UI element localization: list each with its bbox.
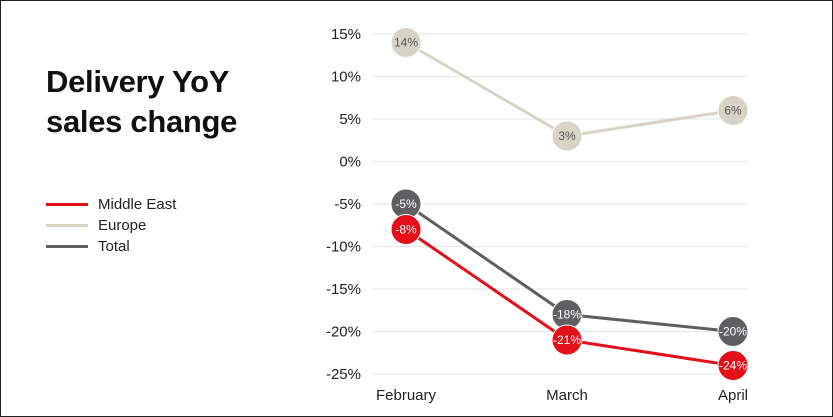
data-point-europe bbox=[717, 95, 749, 126]
data-label-europe: 6% bbox=[724, 104, 742, 118]
data-label-total: -5% bbox=[395, 197, 417, 211]
legend-item-europe: Europe bbox=[46, 215, 176, 236]
data-point-europe bbox=[390, 27, 422, 58]
y-tick-label: -20% bbox=[326, 324, 361, 341]
x-tick-label: February bbox=[376, 387, 437, 404]
x-tick-label: March bbox=[546, 387, 588, 404]
data-point-middle-east bbox=[717, 350, 749, 381]
chart-legend: Middle East Europe Total bbox=[46, 194, 176, 257]
y-tick-label: 0% bbox=[339, 154, 361, 171]
data-label-middle-east: -8% bbox=[395, 223, 417, 237]
legend-label-middle-east: Middle East bbox=[98, 196, 177, 213]
data-point-middle-east bbox=[551, 324, 583, 356]
y-tick-label: -15% bbox=[326, 281, 361, 298]
data-label-europe: 3% bbox=[558, 129, 576, 143]
data-point-europe bbox=[551, 120, 583, 152]
data-label-middle-east: -24% bbox=[719, 359, 747, 373]
y-tick-label: -5% bbox=[334, 196, 361, 213]
x-tick-label: April bbox=[718, 387, 748, 404]
data-point-total bbox=[717, 316, 749, 347]
y-tick-label: -25% bbox=[326, 366, 361, 383]
legend-label-total: Total bbox=[98, 238, 130, 255]
legend-label-europe: Europe bbox=[98, 217, 147, 234]
legend-swatch-total bbox=[46, 245, 88, 248]
legend-item-middle-east: Middle East bbox=[46, 194, 176, 215]
y-axis: 15% 10% 5% 0% -5% -10% -15% -20% -25% bbox=[326, 26, 361, 383]
gridlines bbox=[372, 33, 748, 375]
chart-title: Delivery YoY sales change bbox=[46, 64, 238, 139]
legend-item-total: Total bbox=[46, 236, 176, 257]
y-tick-label: 15% bbox=[331, 26, 361, 43]
y-tick-label: 5% bbox=[339, 111, 361, 128]
data-point-middle-east bbox=[390, 214, 422, 245]
legend-swatch-europe bbox=[46, 224, 88, 227]
y-tick-label: -10% bbox=[326, 239, 361, 256]
legend-swatch-middle-east bbox=[46, 203, 88, 206]
data-label-europe: 14% bbox=[394, 36, 418, 50]
x-axis: February March April bbox=[376, 387, 748, 404]
data-label-total: -18% bbox=[553, 308, 581, 322]
data-label-total: -20% bbox=[719, 325, 747, 339]
y-tick-label: 10% bbox=[331, 69, 361, 86]
data-label-middle-east: -21% bbox=[553, 333, 581, 347]
data-points: 14% 3% 6% -5% -18% -20% -8% -21% -24% bbox=[390, 27, 749, 381]
